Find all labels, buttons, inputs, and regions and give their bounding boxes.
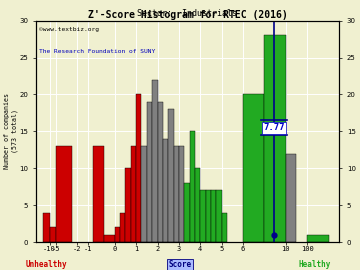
Text: The Research Foundation of SUNY: The Research Foundation of SUNY <box>39 49 155 55</box>
Bar <box>43 213 50 242</box>
Bar <box>141 146 147 242</box>
Bar <box>200 190 206 242</box>
Bar <box>152 80 158 242</box>
Bar <box>211 190 216 242</box>
Text: 7.77: 7.77 <box>263 123 284 132</box>
Bar <box>222 213 227 242</box>
Bar <box>147 102 152 242</box>
Bar <box>286 154 296 242</box>
Bar <box>190 131 195 242</box>
Bar <box>120 213 126 242</box>
Bar <box>126 168 131 242</box>
Bar <box>264 35 286 242</box>
Bar <box>307 235 329 242</box>
Bar <box>206 190 211 242</box>
Bar <box>243 94 264 242</box>
Bar <box>195 168 200 242</box>
Bar <box>158 102 163 242</box>
Title: Z'-Score Histogram for RTEC (2016): Z'-Score Histogram for RTEC (2016) <box>87 10 287 20</box>
Text: Unhealthy: Unhealthy <box>26 260 68 269</box>
Bar <box>174 146 179 242</box>
Bar <box>131 146 136 242</box>
Bar <box>115 227 120 242</box>
Text: Healthy: Healthy <box>299 260 331 269</box>
Bar <box>168 109 174 242</box>
Bar <box>179 146 184 242</box>
Bar <box>184 183 190 242</box>
Bar <box>163 139 168 242</box>
Text: Score: Score <box>168 260 192 269</box>
Text: Sector:  Industrials: Sector: Industrials <box>138 9 238 18</box>
Bar <box>216 190 222 242</box>
Text: ©www.textbiz.org: ©www.textbiz.org <box>39 27 99 32</box>
Bar <box>104 235 115 242</box>
Bar <box>50 227 56 242</box>
Bar <box>136 94 141 242</box>
Bar <box>93 146 104 242</box>
Y-axis label: Number of companies
(573 total): Number of companies (573 total) <box>4 93 18 169</box>
Bar <box>56 146 72 242</box>
